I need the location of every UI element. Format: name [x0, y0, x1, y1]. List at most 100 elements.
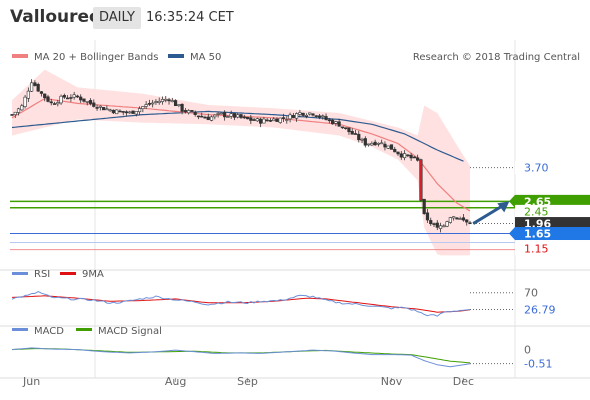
candle — [468, 222, 472, 225]
candle — [321, 115, 325, 118]
macd-signal-legend-swatch — [76, 328, 92, 331]
candle — [105, 108, 109, 111]
candle — [455, 217, 459, 220]
candle — [16, 108, 21, 113]
candle — [425, 212, 430, 221]
candle — [308, 112, 312, 115]
candle — [442, 225, 446, 228]
projection-arrow-shaft — [472, 204, 505, 225]
candle — [360, 138, 364, 141]
candle — [435, 222, 439, 228]
candle — [373, 141, 377, 146]
rsi-ma-legend-swatch — [60, 272, 76, 275]
candle — [170, 100, 174, 103]
candle — [295, 113, 299, 119]
candle — [79, 96, 83, 101]
candle — [82, 98, 86, 102]
candle — [30, 82, 34, 92]
candle — [239, 114, 243, 118]
candle — [366, 143, 371, 146]
watermark: Research © 2018 Trading Central — [413, 52, 580, 63]
candle — [353, 133, 358, 135]
candle — [177, 104, 181, 106]
candle — [131, 110, 135, 114]
candle — [327, 119, 331, 122]
candle — [56, 102, 60, 105]
price-tag-pointer — [509, 194, 515, 208]
candle — [363, 138, 367, 146]
candle — [154, 101, 158, 103]
candle — [380, 142, 384, 145]
legends: MA 20 + Bollinger Bands MA 50 Research © 2… — [12, 52, 580, 337]
candle — [409, 154, 413, 159]
x-tick-label: Nov — [381, 375, 403, 388]
rsi-ma-line — [11, 295, 471, 313]
candle — [160, 99, 165, 102]
candle — [219, 112, 223, 115]
candle — [121, 111, 125, 113]
price-tag-label: 2.45 — [524, 205, 549, 218]
candle — [232, 113, 237, 118]
price-tag-pointer — [509, 227, 515, 241]
candle — [46, 96, 50, 102]
candle — [448, 217, 452, 223]
macd-legend-swatch — [12, 328, 28, 331]
macd-signal-legend-label: MACD Signal — [98, 326, 162, 337]
macd-line — [11, 347, 471, 368]
ma50-legend-label: MA 50 — [190, 52, 221, 63]
candle — [324, 116, 328, 120]
candle — [200, 115, 204, 118]
candle — [88, 100, 93, 104]
x-tick-label: Sep — [237, 375, 258, 388]
candle — [406, 154, 410, 157]
candle — [357, 133, 361, 141]
candle — [151, 102, 155, 105]
candle — [330, 119, 335, 125]
macd-signal-line — [11, 347, 471, 364]
candle — [72, 94, 76, 98]
candle — [275, 118, 279, 122]
candle — [216, 113, 220, 115]
price-tag-bg — [515, 217, 590, 231]
candle — [291, 115, 295, 119]
candle — [389, 144, 394, 150]
candle — [206, 116, 210, 121]
candle — [75, 95, 80, 98]
candle — [173, 100, 178, 107]
candle — [95, 107, 99, 109]
macd-level-label: 0 — [524, 344, 531, 357]
candle — [337, 121, 341, 127]
grid — [0, 40, 590, 379]
timeframe-selector[interactable]: DAILY — [93, 7, 141, 29]
candle — [26, 90, 30, 99]
candle — [419, 159, 423, 201]
timestamp: 16:35:24 CET — [146, 10, 234, 25]
price-tag-bg — [515, 194, 590, 208]
candle — [167, 99, 171, 102]
price-tag-label: 1.65 — [524, 228, 551, 241]
candle — [386, 145, 390, 149]
ma50-legend-swatch — [168, 54, 184, 58]
candle — [52, 103, 57, 105]
rsi-last-label: 26.79 — [524, 304, 556, 317]
candle — [115, 109, 119, 115]
candle — [111, 109, 116, 114]
candle — [69, 97, 73, 99]
candle — [242, 116, 246, 119]
candle — [20, 105, 24, 111]
candle — [92, 102, 96, 107]
candle — [147, 103, 152, 105]
candle — [304, 114, 309, 117]
candle — [245, 116, 250, 120]
candle — [438, 225, 443, 229]
price-tag-bg — [515, 204, 590, 218]
candle — [249, 117, 253, 121]
candle — [190, 110, 194, 112]
candle — [39, 91, 44, 94]
candle — [262, 118, 266, 124]
candle — [62, 95, 66, 98]
candle — [317, 115, 322, 118]
candle — [272, 118, 276, 122]
candle — [399, 153, 403, 158]
